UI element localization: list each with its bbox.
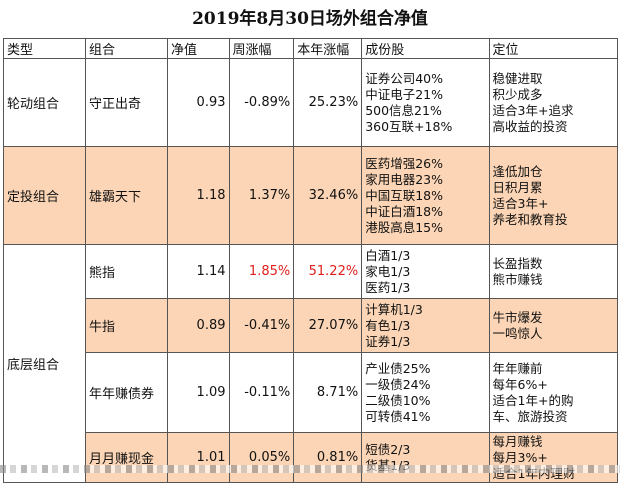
- cell-position: 长盈指数 熊市赚钱: [488, 244, 619, 299]
- cell-nav: 1.09: [167, 352, 230, 433]
- cell-nav: 1.18: [167, 146, 230, 245]
- position-item: 高收益的投资: [492, 118, 568, 134]
- holding-item: 二级债10%: [365, 392, 431, 408]
- position-item: 日积月累: [492, 179, 543, 195]
- cell-holdings: 产业债25% 一级债24% 二级债10% 可转债41%: [361, 352, 490, 433]
- table-row: 定投组合 雄霸天下 1.18 1.37% 32.46% 医药增强26% 家用电器…: [3, 146, 619, 245]
- holding-item: 一级债24%: [365, 376, 431, 392]
- cell-year: 8.71%: [293, 352, 363, 433]
- holding-item: 医药增强26%: [365, 155, 443, 171]
- cell-year: 32.46%: [293, 146, 363, 245]
- cell-name: 守正出奇: [85, 58, 168, 147]
- cell-holdings: 白酒1/3 家电1/3 医药1/3: [361, 244, 490, 299]
- holding-item: 医药1/3: [365, 279, 411, 295]
- cell-week: -0.89%: [228, 58, 295, 147]
- portfolio-table: 类型 组合 净值 周涨幅 本年涨幅 成份股 定位 轮动组合 守正出奇 0.93 …: [3, 38, 619, 483]
- position-item: 稳健进取: [492, 70, 543, 86]
- position-item: 牛市爆发: [492, 309, 543, 325]
- cell-position: 逢低加仓 日积月累 适合3年+ 养老和教育投: [488, 146, 619, 245]
- holding-item: 中证电子21%: [365, 86, 443, 102]
- position-item: 一鸣惊人: [492, 325, 543, 341]
- cell-name: 年年赚债券: [85, 352, 168, 433]
- holding-item: 港股高息15%: [365, 219, 443, 235]
- cell-week: -0.41%: [228, 298, 295, 353]
- cell-position: 年年赚前 每年6%+ 适合1年+的购 车、旅游投资: [488, 352, 619, 433]
- cell-year: 25.23%: [293, 58, 363, 147]
- holding-item: 短债2/3: [365, 441, 411, 457]
- holding-item: 360互联+18%: [365, 118, 453, 134]
- cell-nav: 1.14: [167, 244, 230, 299]
- header-nav: 净值: [167, 38, 230, 59]
- table-row: 年年赚债券 1.09 -0.11% 8.71% 产业债25% 一级债24% 二级…: [4, 352, 619, 433]
- holding-item: 白酒1/3: [365, 247, 411, 263]
- holding-item: 中证白酒18%: [365, 203, 443, 219]
- cell-holdings: 医药增强26% 家用电器23% 中国互联18% 中证白酒18% 港股高息15%: [361, 146, 490, 245]
- table-row: 牛指 0.89 -0.41% 27.07% 计算机1/3 有色1/3 证券1/3…: [4, 298, 619, 353]
- cell-name: 熊指: [85, 244, 168, 299]
- table-row: 月月赚现金 1.01 0.05% 0.81% 短债2/3 货基1/3 每月赚钱 …: [4, 432, 619, 483]
- holding-item: 计算机1/3: [365, 301, 423, 317]
- position-item: 每年6%+: [492, 376, 548, 392]
- cell-type: 轮动组合: [3, 58, 86, 147]
- cell-holdings: 证券公司40% 中证电子21% 500信息21% 360互联+18%: [361, 58, 490, 147]
- header-name: 组合: [85, 38, 168, 59]
- cell-week: -0.11%: [228, 352, 295, 433]
- holding-item: 家用电器23%: [365, 171, 443, 187]
- holding-item: 500信息21%: [365, 102, 442, 118]
- holding-item: 产业债25%: [365, 360, 431, 376]
- position-item: 长盈指数: [492, 255, 543, 271]
- cell-week: 1.85%: [228, 244, 295, 299]
- holding-item: 家电1/3: [365, 263, 411, 279]
- cell-name: 牛指: [85, 298, 168, 353]
- position-item: 逢低加仓: [492, 163, 543, 179]
- position-item: 养老和教育投: [492, 211, 568, 227]
- cropped-text-strip: [0, 465, 620, 473]
- cell-year: 0.81%: [293, 432, 363, 483]
- holding-item: 证券1/3: [365, 333, 411, 349]
- position-item: 熊市赚钱: [492, 271, 543, 287]
- table-row: 轮动组合 守正出奇 0.93 -0.89% 25.23% 证券公司40% 中证电…: [3, 58, 619, 147]
- position-item: 车、旅游投资: [492, 408, 568, 424]
- header-holdings: 成份股: [361, 38, 490, 59]
- cell-position: 牛市爆发 一鸣惊人: [488, 298, 619, 353]
- cell-nav: 1.01: [167, 432, 230, 483]
- cell-name: 雄霸天下: [85, 146, 168, 245]
- cell-week: 1.37%: [228, 146, 295, 245]
- cell-nav: 0.89: [167, 298, 230, 353]
- holding-item: 证券公司40%: [365, 70, 443, 86]
- position-item: 年年赚前: [492, 360, 543, 376]
- holding-item: 中国互联18%: [365, 187, 443, 203]
- cell-position: 每月赚钱 每月3%+ 适合1年内理财: [488, 432, 619, 483]
- holding-item: 有色1/3: [365, 317, 411, 333]
- header-position: 定位: [488, 38, 619, 59]
- cell-type: 底层组合: [3, 244, 86, 483]
- cell-type: 定投组合: [3, 146, 86, 245]
- position-item: 适合3年+追求: [492, 102, 574, 118]
- position-item: 每月3%+: [492, 449, 548, 465]
- cell-nav: 0.93: [167, 58, 230, 147]
- position-item: 适合3年+: [492, 195, 549, 211]
- position-item: 每月赚钱: [492, 433, 543, 449]
- cell-year: 51.22%: [293, 244, 363, 299]
- cell-holdings: 短债2/3 货基1/3: [361, 432, 490, 483]
- holding-item: 可转债41%: [365, 408, 431, 424]
- header-week: 周涨幅: [228, 38, 295, 59]
- page-title: 2019年8月30日场外组合净值: [192, 9, 428, 29]
- cell-position: 稳健进取 积少成多 适合3年+追求 高收益的投资: [488, 58, 619, 147]
- header-row: 类型 组合 净值 周涨幅 本年涨幅 成份股 定位: [3, 38, 619, 59]
- position-item: 适合1年+的购: [492, 392, 574, 408]
- cell-name: 月月赚现金: [85, 432, 168, 483]
- position-item: 积少成多: [492, 86, 543, 102]
- header-year: 本年涨幅: [293, 38, 363, 59]
- header-type: 类型: [3, 38, 86, 59]
- cell-week: 0.05%: [228, 432, 295, 483]
- cell-year: 27.07%: [293, 298, 363, 353]
- cell-holdings: 计算机1/3 有色1/3 证券1/3: [361, 298, 490, 353]
- table-row: 底层组合 熊指 1.14 1.85% 51.22% 白酒1/3 家电1/3 医药…: [3, 244, 619, 483]
